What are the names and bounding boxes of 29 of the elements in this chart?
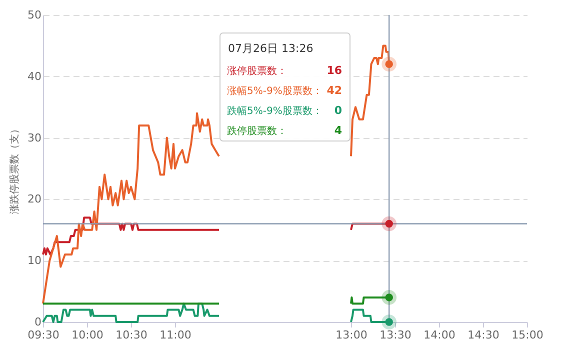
x-tick-label: 15:00 [512, 328, 544, 342]
y-tick-label: 30 [28, 131, 42, 144]
x-tick-label: 13:00 [336, 328, 368, 342]
point [382, 56, 397, 72]
annotation: 07月26日 13:26 [228, 42, 314, 55]
annotation: 4 [334, 124, 342, 137]
y-tick-label: 50 [28, 8, 42, 22]
point [382, 216, 397, 232]
annotation: 16 [326, 64, 342, 77]
point [382, 290, 397, 305]
point [382, 314, 397, 330]
y-axis-title: 涨跌停股票数（支） [8, 124, 21, 214]
y-tick-label: 10 [28, 254, 42, 268]
x-tick-label: 10:00 [72, 328, 104, 342]
x-tick-label: 14:00 [424, 328, 456, 342]
y-tick-label: 40 [28, 70, 42, 83]
x-tick-label: 13:30 [380, 328, 412, 342]
annotation: 42 [326, 84, 342, 97]
x-tick-label: 09:30 [28, 328, 60, 342]
text: 涨幅5%-9%股票数： [227, 85, 322, 97]
annotation: 0 [334, 104, 342, 117]
y-tick-label: 20 [28, 192, 42, 206]
x-tick-label: 10:30 [116, 328, 148, 342]
x-tick-label: 14:30 [468, 328, 500, 342]
x-tick-label: 11:00 [160, 328, 192, 342]
y-tick-label: 0 [34, 316, 42, 328]
text: 跌幅5%-9%股票数： [227, 105, 322, 117]
text: 涨停股票数： [227, 65, 287, 77]
text: 跌停股票数： [227, 125, 287, 137]
